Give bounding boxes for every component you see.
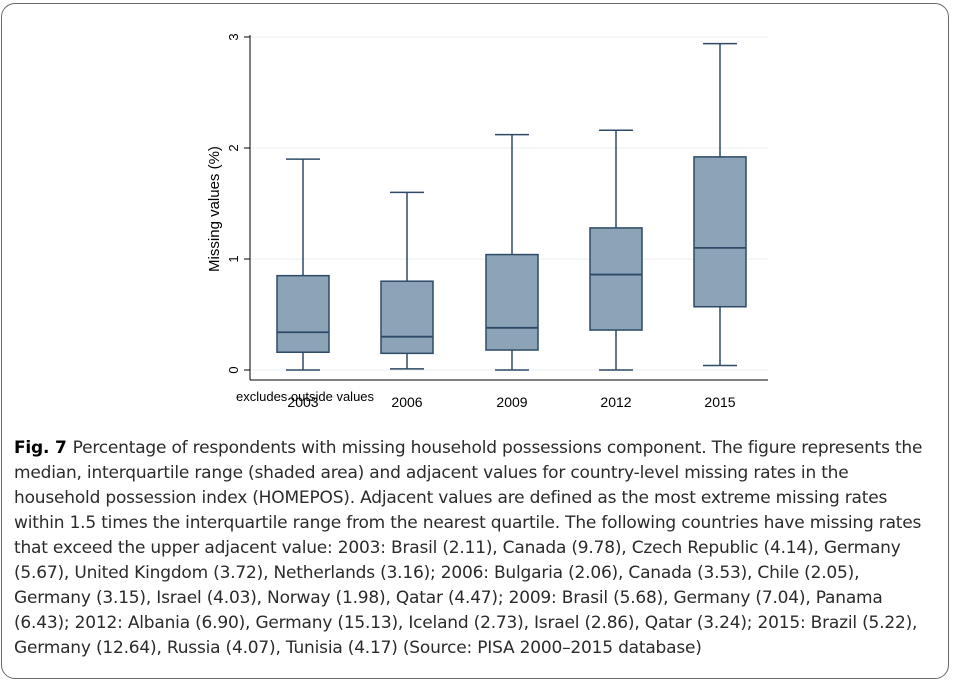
x-tick-label: 2003 [287,394,318,410]
x-tick-label: 2009 [496,394,527,410]
iqr-box [276,274,330,353]
boxplot-chart: 0 1 2 3 2003 2006 2009 2012 2015 Missing values… [206,33,768,410]
figure-caption: Fig. 7 Percentage of respondents with mis… [14,436,939,661]
iqr-box [693,156,747,308]
box-2006 [380,191,434,370]
y-ticks: 0 1 2 3 [226,33,250,374]
x-ticks: 2003 2006 2009 2012 2015 [287,394,735,410]
iqr-box [589,227,643,331]
y-axis-label: Missing values (%) [206,146,223,272]
box-2012 [589,129,643,371]
y-tick-label: 2 [226,144,241,151]
figure-frame [1,3,949,679]
iqr-box [380,280,434,355]
y-tick-label: 3 [226,33,241,40]
y-tick-label: 1 [226,255,241,262]
y-tick-label: 0 [226,366,241,373]
chart-note: excludes outside values [236,389,375,404]
x-tick-label: 2012 [600,394,631,410]
box-2009 [485,133,539,371]
box-series [276,42,747,371]
iqr-box [485,253,539,351]
x-tick-label: 2006 [391,394,422,410]
box-2015 [693,42,747,367]
box-2003 [276,158,330,371]
x-tick-label: 2015 [704,394,735,410]
figure-label: Fig. 7 [14,438,67,458]
caption-text: Percentage of respondents with missing h… [14,438,923,658]
